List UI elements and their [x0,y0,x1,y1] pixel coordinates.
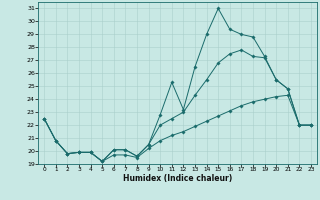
X-axis label: Humidex (Indice chaleur): Humidex (Indice chaleur) [123,174,232,183]
